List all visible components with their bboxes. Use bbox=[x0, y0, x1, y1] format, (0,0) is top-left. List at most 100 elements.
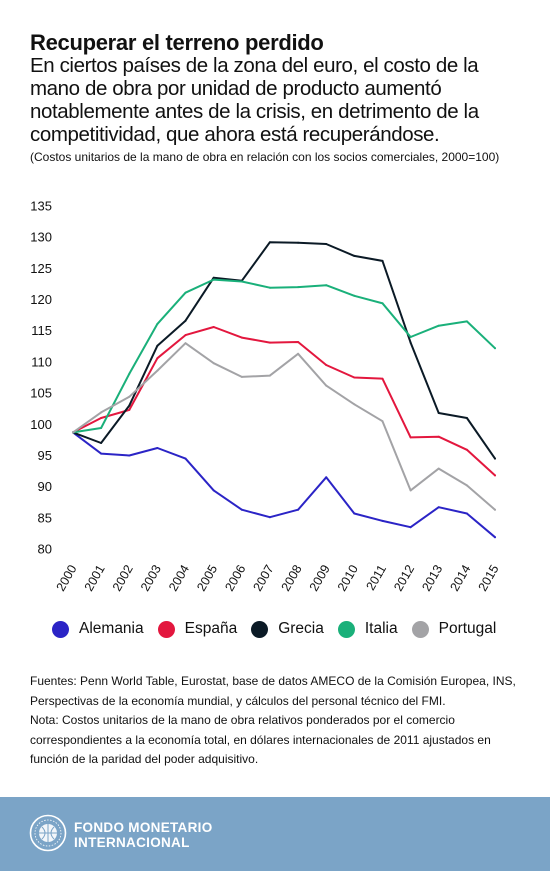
y-tick-label: 80 bbox=[38, 542, 52, 557]
y-tick-label: 130 bbox=[30, 230, 52, 245]
data-point bbox=[156, 322, 159, 325]
org-name: FONDO MONETARIO INTERNACIONAL bbox=[74, 820, 213, 850]
data-point bbox=[325, 476, 328, 479]
data-point bbox=[437, 506, 440, 509]
data-point bbox=[381, 259, 384, 262]
data-point bbox=[156, 357, 159, 360]
data-point bbox=[184, 319, 187, 322]
data-point bbox=[100, 417, 103, 419]
legend-item-grecia: Grecia bbox=[251, 620, 324, 638]
data-point bbox=[212, 276, 215, 279]
data-point bbox=[409, 336, 412, 338]
y-tick-label: 120 bbox=[30, 292, 52, 307]
data-point bbox=[381, 519, 384, 522]
data-point bbox=[100, 427, 103, 429]
sources-block: Fuentes: Penn World Table, Eurostat, bas… bbox=[30, 672, 530, 770]
data-point bbox=[184, 342, 187, 345]
data-point bbox=[268, 241, 271, 244]
data-point bbox=[325, 364, 328, 366]
data-point bbox=[128, 454, 131, 457]
y-tick-label: 110 bbox=[31, 354, 52, 369]
data-point bbox=[409, 489, 412, 492]
legend-swatch bbox=[157, 620, 175, 638]
data-point bbox=[240, 508, 243, 511]
data-point bbox=[128, 395, 131, 398]
y-tick-label: 105 bbox=[30, 386, 52, 401]
data-point bbox=[212, 362, 215, 365]
x-tick-label: 2002 bbox=[110, 562, 136, 593]
x-tick-label: 2009 bbox=[307, 562, 333, 593]
y-tick-label: 95 bbox=[38, 448, 52, 463]
data-point bbox=[381, 302, 384, 305]
data-point bbox=[297, 352, 300, 355]
data-point bbox=[297, 241, 300, 244]
y-tick-label: 115 bbox=[31, 323, 52, 338]
data-point bbox=[156, 447, 159, 449]
data-point bbox=[100, 442, 103, 444]
data-point bbox=[465, 484, 468, 487]
legend-label: Alemania bbox=[79, 620, 144, 637]
data-point bbox=[465, 512, 468, 515]
data-point bbox=[353, 294, 356, 297]
data-point bbox=[268, 374, 271, 377]
data-point bbox=[353, 512, 356, 515]
data-point bbox=[381, 420, 384, 423]
data-point bbox=[240, 336, 243, 339]
data-point bbox=[465, 320, 468, 323]
line-chart: 80 85 90 95 100 105 110 115 120 125 130 135 2000 2001… bbox=[30, 199, 502, 594]
imf-seal-icon bbox=[29, 814, 67, 852]
legend-item-españa: España bbox=[157, 620, 238, 638]
data-point bbox=[494, 457, 496, 460]
data-point bbox=[297, 341, 300, 343]
x-tick-label: 2006 bbox=[222, 562, 248, 593]
data-point bbox=[240, 375, 243, 378]
data-point bbox=[437, 412, 440, 414]
data-point bbox=[156, 344, 159, 347]
data-point bbox=[437, 324, 440, 327]
x-tick-label: 2007 bbox=[251, 562, 277, 593]
series-line-grecia bbox=[72, 241, 496, 460]
series-line-portugal bbox=[72, 342, 496, 511]
data-point bbox=[494, 536, 496, 539]
legend-label: España bbox=[184, 620, 238, 637]
data-point bbox=[72, 431, 74, 434]
legend-item-italia: Italia bbox=[337, 620, 398, 638]
data-point bbox=[212, 278, 215, 281]
data-point bbox=[465, 448, 468, 451]
data-point bbox=[325, 284, 328, 287]
legend-label: Grecia bbox=[278, 620, 324, 637]
data-point bbox=[212, 326, 215, 328]
data-point bbox=[297, 286, 300, 289]
data-point bbox=[437, 435, 440, 438]
legend-item-alemania: Alemania bbox=[52, 620, 144, 638]
y-tick-label: 135 bbox=[30, 199, 52, 214]
x-tick-label: 2014 bbox=[447, 562, 473, 593]
org-name-line2: INTERNACIONAL bbox=[74, 835, 190, 850]
data-point bbox=[128, 404, 131, 407]
series-line-alemania bbox=[72, 431, 496, 539]
legend-swatch bbox=[52, 620, 69, 638]
data-point bbox=[409, 526, 412, 529]
data-point bbox=[409, 436, 412, 439]
x-tick-label: 2003 bbox=[138, 562, 164, 593]
data-point bbox=[184, 291, 187, 294]
x-tick-label: 2005 bbox=[194, 562, 220, 593]
data-point bbox=[100, 411, 103, 414]
legend-label: Italia bbox=[364, 620, 398, 637]
data-point bbox=[240, 280, 243, 283]
x-tick-label: 2013 bbox=[419, 562, 445, 593]
data-point bbox=[268, 286, 271, 289]
y-tick-label: 100 bbox=[30, 417, 52, 432]
x-tick-label: 2000 bbox=[54, 562, 80, 593]
chart-subtitle: En ciertos países de la zona del euro, e… bbox=[30, 54, 479, 146]
data-point bbox=[409, 341, 412, 344]
x-tick-label: 2015 bbox=[476, 562, 502, 593]
legend-swatch bbox=[251, 620, 269, 638]
x-tick-label: 2008 bbox=[279, 562, 305, 593]
x-tick-label: 2001 bbox=[82, 562, 108, 593]
data-point bbox=[184, 334, 187, 337]
note-text: Nota: Costos unitarios de la mano de obr… bbox=[30, 713, 491, 766]
y-tick-label: 125 bbox=[30, 261, 52, 276]
data-point bbox=[494, 508, 496, 511]
series-line-italia bbox=[72, 278, 496, 434]
